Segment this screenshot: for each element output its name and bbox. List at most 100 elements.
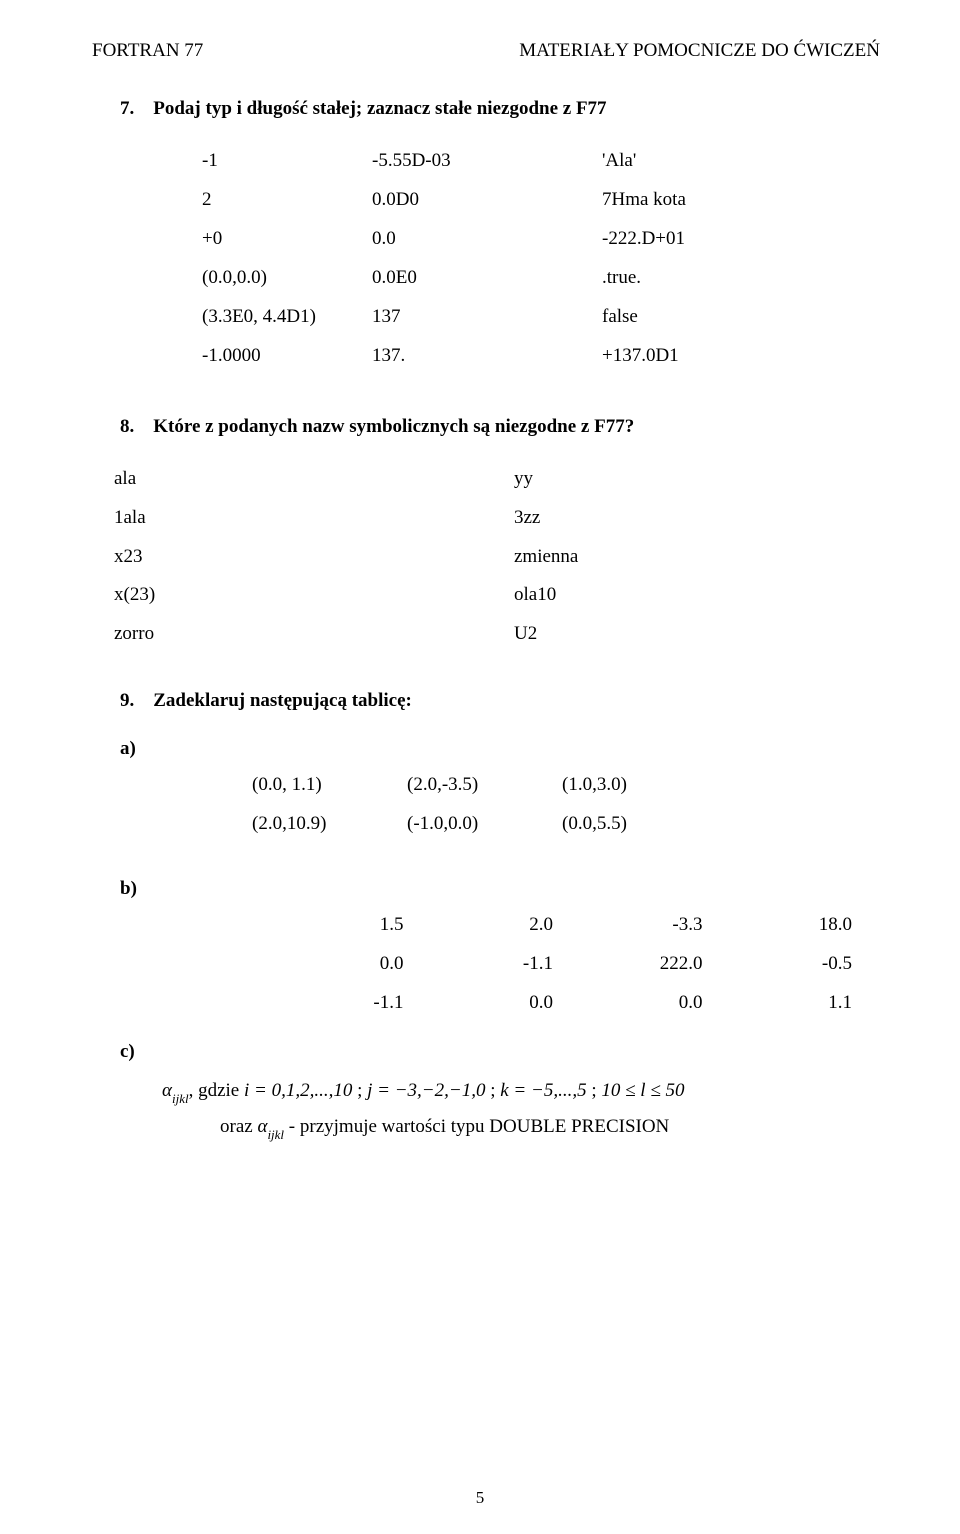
cell: 7Hma kota	[602, 181, 782, 220]
cell: -5.55D-03	[372, 142, 602, 181]
cell: x23	[114, 538, 514, 577]
cell: -1.1	[282, 984, 432, 1023]
text: oraz	[220, 1116, 257, 1137]
header-left: FORTRAN 77	[92, 40, 203, 62]
cell: (2.0,10.9)	[252, 805, 407, 844]
cell: +137.0D1	[602, 337, 782, 376]
table-row: (0.0, 1.1) (2.0,-3.5) (1.0,3.0)	[252, 766, 880, 805]
question-8-table: ala yy 1ala 3zz x23 zmienna x(23) ola10 …	[114, 460, 880, 655]
q9-b-table: 1.5 2.0 -3.3 18.0 0.0 -1.1 222.0 -0.5 -1…	[282, 906, 880, 1023]
table-row: x(23) ola10	[114, 576, 880, 615]
cell: 137.	[372, 337, 602, 376]
table-row: x23 zmienna	[114, 538, 880, 577]
q9-b-label: b)	[120, 878, 880, 900]
cell: -1.0000	[202, 337, 372, 376]
table-row: -1 -5.55D-03 'Ala'	[202, 142, 880, 181]
page-number: 5	[0, 1488, 960, 1508]
cell: 0.0	[432, 984, 582, 1023]
question-8: 8. Które z podanych nazw symbolicznych s…	[120, 416, 880, 438]
cell: (1.0,3.0)	[562, 766, 717, 805]
cell: (0.0,5.5)	[562, 805, 717, 844]
cell: 'Ala'	[602, 142, 782, 181]
cell: 3zz	[514, 499, 734, 538]
question-9: 9. Zadeklaruj następującą tablicę:	[120, 690, 880, 712]
table-row: (3.3E0, 4.4D1) 137 false	[202, 298, 880, 337]
cell: 0.0	[372, 220, 602, 259]
table-row: 1ala 3zz	[114, 499, 880, 538]
table-row: -1.1 0.0 0.0 1.1	[282, 984, 880, 1023]
header-right: MATERIAŁY POMOCNICZE DO ĆWICZEŃ	[519, 40, 880, 62]
cell: 1.1	[731, 984, 881, 1023]
j-equation: j = −3,−2,−1,0	[367, 1080, 485, 1101]
cell: .true.	[602, 259, 782, 298]
table-row: (0.0,0.0) 0.0E0 .true.	[202, 259, 880, 298]
cell: 2.0	[432, 906, 582, 945]
table-row: 0.0 -1.1 222.0 -0.5	[282, 945, 880, 984]
text: - przyjmuje wartości typu DOUBLE PRECISI…	[284, 1116, 669, 1137]
table-row: 1.5 2.0 -3.3 18.0	[282, 906, 880, 945]
table-row: -1.0000 137. +137.0D1	[202, 337, 880, 376]
page-header: FORTRAN 77 MATERIAŁY POMOCNICZE DO ĆWICZ…	[92, 40, 880, 62]
q9-a-label: a)	[120, 738, 880, 760]
cell: -1	[202, 142, 372, 181]
separator: ;	[485, 1080, 500, 1101]
table-row: ala yy	[114, 460, 880, 499]
cell: 1ala	[114, 499, 514, 538]
question-7-text: Podaj typ i długość stałej; zaznacz stał…	[153, 98, 606, 119]
alpha-symbol: α	[257, 1116, 267, 1137]
question-9-text: Zadeklaruj następującą tablicę:	[153, 690, 412, 711]
i-equation: i = 0,1,2,...,10	[244, 1080, 352, 1101]
separator: ;	[587, 1080, 602, 1101]
cell: ala	[114, 460, 514, 499]
alpha-subscript: ijkl	[172, 1091, 189, 1106]
table-row: 2 0.0D0 7Hma kota	[202, 181, 880, 220]
table-row: +0 0.0 -222.D+01	[202, 220, 880, 259]
question-8-number: 8.	[120, 416, 134, 437]
cell: false	[602, 298, 782, 337]
l-equation: 10 ≤ l ≤ 50	[601, 1080, 684, 1101]
question-7-number: 7.	[120, 98, 134, 119]
cell: 1.5	[282, 906, 432, 945]
cell: 222.0	[581, 945, 731, 984]
cell: (2.0,-3.5)	[407, 766, 562, 805]
alpha-symbol: α	[162, 1080, 172, 1101]
cell: 0.0E0	[372, 259, 602, 298]
question-7-table: -1 -5.55D-03 'Ala' 2 0.0D0 7Hma kota +0 …	[202, 142, 880, 376]
cell: 18.0	[731, 906, 881, 945]
cell: -1.1	[432, 945, 582, 984]
question-8-text: Które z podanych nazw symbolicznych są n…	[153, 416, 634, 437]
formula-line-1: αijkl, gdzie i = 0,1,2,...,10 ; j = −3,−…	[162, 1073, 880, 1109]
cell: zorro	[114, 615, 514, 654]
cell: ola10	[514, 576, 734, 615]
page: FORTRAN 77 MATERIAŁY POMOCNICZE DO ĆWICZ…	[0, 0, 960, 1534]
alpha-subscript: ijkl	[267, 1127, 284, 1142]
cell: 0.0	[282, 945, 432, 984]
question-9-number: 9.	[120, 690, 134, 711]
table-row: (2.0,10.9) (-1.0,0.0) (0.0,5.5)	[252, 805, 880, 844]
cell: -0.5	[731, 945, 881, 984]
cell: U2	[514, 615, 734, 654]
cell: (3.3E0, 4.4D1)	[202, 298, 372, 337]
k-equation: k = −5,...,5	[500, 1080, 586, 1101]
q9-c-label: c)	[120, 1041, 880, 1063]
cell: x(23)	[114, 576, 514, 615]
separator: ;	[352, 1080, 367, 1101]
q9-c-formula: αijkl, gdzie i = 0,1,2,...,10 ; j = −3,−…	[162, 1073, 880, 1146]
cell: +0	[202, 220, 372, 259]
cell: yy	[514, 460, 734, 499]
question-7: 7. Podaj typ i długość stałej; zaznacz s…	[120, 98, 880, 120]
table-row: zorro U2	[114, 615, 880, 654]
cell: (-1.0,0.0)	[407, 805, 562, 844]
cell: 0.0D0	[372, 181, 602, 220]
cell: (0.0, 1.1)	[252, 766, 407, 805]
cell: (0.0,0.0)	[202, 259, 372, 298]
q9-a-table: (0.0, 1.1) (2.0,-3.5) (1.0,3.0) (2.0,10.…	[252, 766, 880, 844]
cell: -222.D+01	[602, 220, 782, 259]
cell: -3.3	[581, 906, 731, 945]
cell: 0.0	[581, 984, 731, 1023]
cell: 137	[372, 298, 602, 337]
text: , gdzie	[189, 1080, 244, 1101]
formula-line-2: oraz αijkl - przyjmuje wartości typu DOU…	[220, 1109, 880, 1145]
cell: 2	[202, 181, 372, 220]
cell: zmienna	[514, 538, 734, 577]
